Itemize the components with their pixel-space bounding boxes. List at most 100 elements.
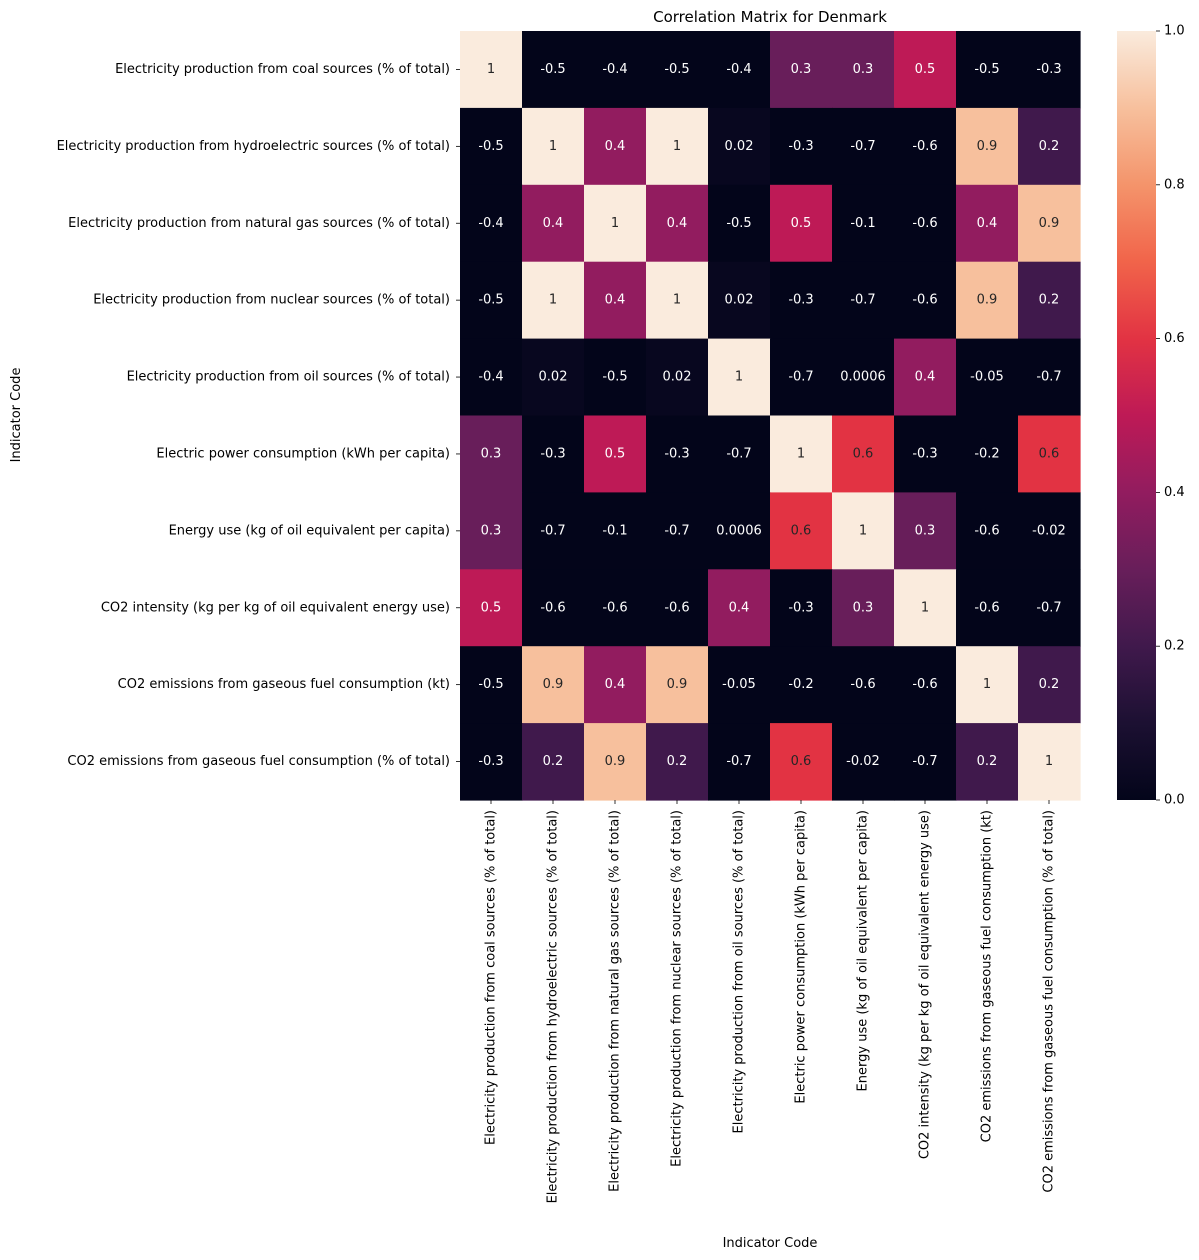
cell-value-label: 0.6: [1039, 446, 1060, 461]
cell-value-label: 0.5: [915, 62, 936, 77]
cell-value-label: 0.2: [1039, 677, 1060, 692]
y-tick-label: Electricity production from hydroelectri…: [57, 139, 450, 154]
cell-value-label: -0.4: [602, 62, 627, 77]
heatmap-cell: [460, 415, 523, 493]
cell-value-label: 0.9: [667, 677, 688, 692]
y-tick-label: CO2 emissions from gaseous fuel consumpt…: [67, 754, 450, 769]
cell-value-label: -0.7: [850, 293, 875, 308]
heatmap-cell: [770, 723, 833, 801]
heatmap-cell: [894, 646, 957, 724]
x-tick-label: CO2 intensity (kg per kg of oil equivale…: [918, 810, 933, 1159]
heatmap-cell: [460, 492, 523, 570]
colorbar-tick-label: 0.0: [1164, 793, 1185, 808]
heatmap-cell: [956, 184, 1019, 263]
heatmap-cell: [708, 415, 771, 493]
heatmap-cell: [646, 569, 709, 647]
heatmap-cell: [1018, 569, 1081, 647]
x-tick-label: Electricity production from nuclear sour…: [670, 810, 685, 1167]
cell-value-label: 0.4: [605, 139, 626, 154]
cell-value-label: 0.4: [605, 677, 626, 692]
heatmap-cell: [832, 646, 895, 724]
cell-value-label: 0.4: [667, 216, 688, 231]
heatmap-cell: [832, 723, 895, 801]
heatmap-cell: [1018, 184, 1081, 263]
cell-value-label: 1: [859, 523, 867, 538]
cell-value-label: -0.7: [726, 446, 751, 461]
heatmap-cell: [832, 261, 895, 340]
heatmap-cell: [522, 31, 585, 109]
y-tick-label: Electric power consumption (kWh per capi…: [156, 446, 450, 461]
heatmap-cell: [1018, 261, 1081, 340]
cell-value-label: 1: [921, 600, 929, 615]
heatmap-cell: [894, 415, 957, 493]
heatmap-cell: [460, 31, 523, 109]
cell-value-label: 0.9: [543, 677, 564, 692]
colorbar-ticks: 0.0 0.2 0.4 0.6 0.8 1.0: [1156, 24, 1185, 808]
heatmap-cell: [770, 107, 833, 186]
cell-value-label: -0.05: [970, 370, 1004, 385]
cell-value-label: 0.2: [1039, 293, 1060, 308]
heatmap-cell: [956, 261, 1019, 340]
heatmap-cell: [956, 492, 1019, 570]
cell-value-label: -0.6: [664, 600, 689, 615]
cell-value-label: -0.3: [478, 754, 503, 769]
cell-value-label: -0.7: [850, 139, 875, 154]
cell-value-label: 0.6: [853, 446, 874, 461]
heatmap-cell: [770, 184, 833, 263]
cell-value-label: 0.2: [977, 754, 998, 769]
heatmap-cell: [770, 569, 833, 647]
heatmap-cell: [832, 107, 895, 186]
heatmap-cell: [832, 184, 895, 263]
colorbar-tick-label: 0.2: [1164, 639, 1185, 654]
cell-value-label: -0.6: [850, 677, 875, 692]
heatmap-cell: [522, 107, 585, 186]
y-tick-labels: Electricity production from coal sources…: [57, 62, 460, 769]
cell-value-label: -0.3: [788, 600, 813, 615]
cell-value-label: -0.6: [540, 600, 565, 615]
heatmap-cell: [832, 31, 895, 109]
heatmap-cell: [956, 107, 1019, 186]
x-tick-label: Energy use (kg of oil equivalent per cap…: [856, 810, 871, 1091]
cell-value-label: 0.4: [543, 216, 564, 231]
heatmap-cell: [522, 261, 585, 340]
y-axis-label: Indicator Code: [9, 368, 24, 463]
heatmap-cell: [832, 492, 895, 570]
chart-title: Correlation Matrix for Denmark: [653, 8, 887, 26]
x-tick-label: Electricity production from oil sources …: [732, 810, 747, 1133]
y-tick-label: CO2 intensity (kg per kg of oil equivale…: [101, 600, 450, 615]
cell-value-label: -0.3: [664, 446, 689, 461]
cell-value-label: -0.3: [788, 293, 813, 308]
cell-value-label: 0.3: [481, 446, 502, 461]
heatmap-cell: [460, 569, 523, 647]
cell-value-label: 0.6: [791, 754, 812, 769]
heatmap-cell: [646, 184, 709, 263]
cell-value-label: 0.0006: [840, 370, 886, 385]
cell-value-label: 1: [797, 446, 805, 461]
heatmap-cell: [460, 184, 523, 263]
colorbar-tick-label: 0.4: [1164, 485, 1185, 500]
colorbar: [1117, 31, 1156, 800]
cell-value-label: 1: [549, 293, 557, 308]
cell-value-label: 0.5: [605, 446, 626, 461]
cell-value-label: -0.5: [974, 62, 999, 77]
cell-value-label: 1: [487, 62, 495, 77]
heatmap-cell: [1018, 31, 1081, 109]
cell-value-label: -0.6: [912, 293, 937, 308]
y-tick-label: Energy use (kg of oil equivalent per cap…: [169, 523, 450, 538]
heatmap-cell: [646, 415, 709, 493]
heatmap-cell: [522, 184, 585, 263]
heatmap-cell: [832, 338, 895, 417]
cell-value-label: -0.5: [726, 216, 751, 231]
cell-value-label: 0.9: [977, 139, 998, 154]
cell-value-label: -0.2: [788, 677, 813, 692]
heatmap-cell: [460, 723, 523, 801]
heatmap-cell: [522, 723, 585, 801]
cell-value-label: -0.1: [850, 216, 875, 231]
heatmap-cells: [460, 31, 1081, 801]
cell-value-label: -0.5: [478, 293, 503, 308]
cell-value-label: 0.02: [663, 370, 692, 385]
x-tick-label: Electricity production from hydroelectri…: [546, 810, 561, 1203]
heatmap-cell: [584, 184, 647, 263]
heatmap-cell: [522, 569, 585, 647]
heatmap-cell: [894, 107, 957, 186]
